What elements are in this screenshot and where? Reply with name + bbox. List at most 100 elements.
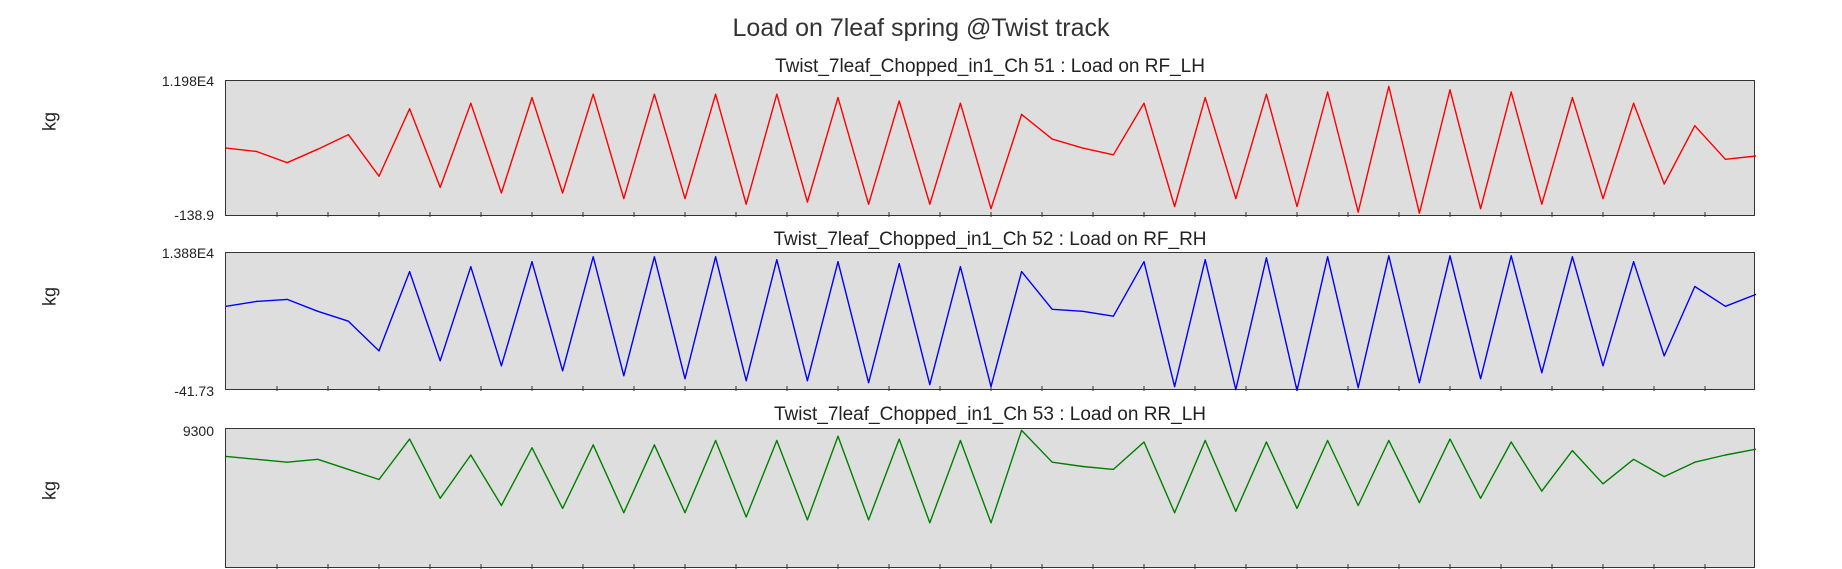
data-point <box>1663 355 1665 357</box>
data-point <box>1480 497 1482 499</box>
data-point <box>1663 476 1665 478</box>
data-point <box>837 261 839 263</box>
data-point <box>684 378 686 380</box>
line-chart-3 <box>226 429 1756 569</box>
data-point <box>317 310 319 312</box>
data-point <box>347 134 349 136</box>
data-point <box>1357 211 1359 213</box>
data-point <box>868 382 870 384</box>
y-axis-label-2: kg <box>39 287 60 307</box>
data-point <box>226 455 227 457</box>
data-point <box>1174 205 1176 208</box>
data-point <box>653 256 655 258</box>
data-point <box>745 203 747 205</box>
data-point <box>1021 271 1023 273</box>
data-point <box>898 263 900 265</box>
panel-title-2: Twist_7leaf_Chopped_in1_Ch 52 : Load on … <box>773 229 1207 250</box>
data-point <box>347 468 349 470</box>
data-point <box>1755 155 1756 157</box>
data-point <box>439 186 441 188</box>
data-point <box>1051 308 1053 310</box>
data-point <box>776 439 778 442</box>
data-point <box>1296 507 1298 509</box>
data-point <box>806 201 809 203</box>
data-point <box>286 461 288 463</box>
data-point <box>1357 387 1359 389</box>
data-point <box>562 507 564 509</box>
y-tick-max-3: 9300 <box>182 423 214 439</box>
data-point <box>1082 310 1084 312</box>
data-point <box>1449 89 1451 91</box>
data-point <box>256 150 258 153</box>
data-point <box>1694 285 1696 288</box>
data-point <box>1694 461 1696 463</box>
data-point <box>470 454 472 456</box>
data-point <box>1724 454 1726 456</box>
data-point <box>1327 439 1329 442</box>
panel-title-1: Twist_7leaf_Chopped_in1_Ch 51 : Load on … <box>775 56 1205 77</box>
data-point <box>623 198 625 200</box>
y-tick-min-2: -41.73 <box>174 383 214 399</box>
data-point <box>1541 203 1543 205</box>
data-point <box>776 93 778 95</box>
data-point <box>1449 438 1451 440</box>
data-point <box>745 380 747 382</box>
data-point <box>592 256 594 258</box>
data-point <box>1755 448 1756 450</box>
data-point <box>1388 439 1390 442</box>
data-point <box>378 175 380 177</box>
data-point <box>684 512 686 514</box>
data-point <box>623 512 625 514</box>
y-tick-min-1: -138.9 <box>174 207 214 223</box>
data-point <box>256 458 258 460</box>
data-point <box>1449 255 1451 257</box>
data-point <box>1296 390 1298 391</box>
data-point <box>562 192 564 194</box>
series-line-3 <box>226 429 1756 524</box>
data-point <box>286 298 288 300</box>
line-chart-2 <box>226 255 1756 391</box>
data-point <box>1204 439 1206 442</box>
y-axis-label-1: kg <box>39 112 60 132</box>
data-point <box>837 97 839 99</box>
data-point <box>592 93 594 95</box>
data-point <box>1174 512 1176 514</box>
data-point <box>226 147 227 149</box>
data-point <box>1602 365 1604 367</box>
chart-main-title: Load on 7leaf spring @Twist track <box>732 14 1110 42</box>
line-chart-1 <box>226 85 1756 217</box>
data-point <box>1021 113 1023 115</box>
plot-area-1 <box>225 80 1756 217</box>
data-point <box>715 256 717 258</box>
data-point <box>837 435 839 437</box>
data-point <box>226 305 227 307</box>
data-point <box>1357 504 1359 507</box>
data-point <box>347 320 349 322</box>
data-point <box>1143 102 1145 104</box>
data-point <box>500 192 502 194</box>
data-point <box>531 97 533 99</box>
data-point <box>531 447 533 449</box>
data-point <box>1235 198 1237 200</box>
data-point <box>1755 293 1756 295</box>
data-point <box>439 497 441 499</box>
panel-title-3: Twist_7leaf_Chopped_in1_Ch 53 : Load on … <box>773 404 1207 425</box>
data-point <box>1143 441 1145 443</box>
data-point <box>1633 458 1635 460</box>
data-point <box>1480 208 1482 210</box>
data-point <box>653 444 655 446</box>
series-line-1 <box>226 85 1756 214</box>
y-axis-label-3: kg <box>39 481 60 501</box>
data-point <box>990 386 992 388</box>
data-point <box>1174 386 1176 388</box>
data-point <box>378 350 380 352</box>
data-point <box>898 438 900 440</box>
data-point <box>1327 91 1329 93</box>
data-point <box>1510 441 1512 443</box>
data-point <box>1204 97 1206 99</box>
data-point <box>1388 255 1390 257</box>
data-point <box>868 203 870 205</box>
data-point <box>1571 256 1573 258</box>
data-point <box>806 380 809 382</box>
data-point <box>1235 510 1237 512</box>
